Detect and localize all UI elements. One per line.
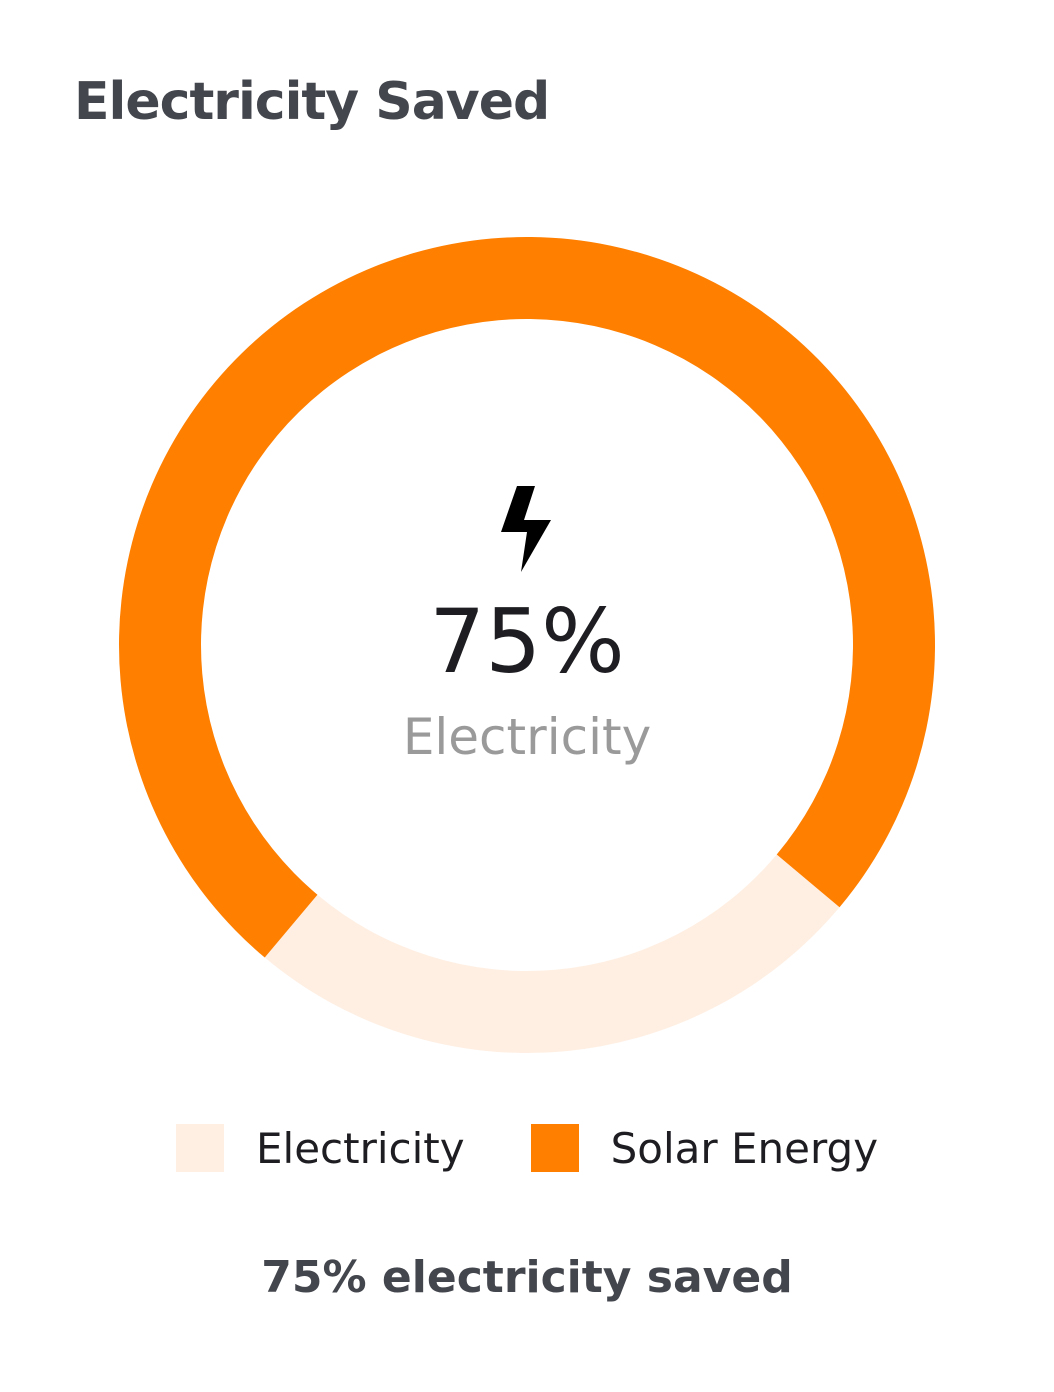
center-label: Electricity — [402, 708, 652, 766]
chart-legend: Electricity Solar Energy — [176, 1123, 879, 1173]
legend-item-solar-energy: Solar Energy — [530, 1123, 879, 1173]
donut-slices — [119, 236, 935, 1053]
donut-slice-solar-energy — [119, 236, 935, 958]
legend-label-solar-energy: Solar Energy — [610, 1123, 879, 1173]
legend-label-electricity: Electricity — [256, 1123, 465, 1173]
legend-item-electricity: Electricity — [176, 1124, 465, 1173]
legend-swatch-electricity — [176, 1124, 224, 1172]
legend-swatch-solar-energy — [530, 1124, 579, 1172]
center-value: 75% — [429, 590, 625, 693]
lightning-bolt-icon — [501, 486, 551, 572]
card-title: Electricity Saved — [74, 72, 550, 132]
donut-slice-electricity — [264, 854, 840, 1053]
footer-summary: 75% electricity saved — [261, 1252, 793, 1303]
